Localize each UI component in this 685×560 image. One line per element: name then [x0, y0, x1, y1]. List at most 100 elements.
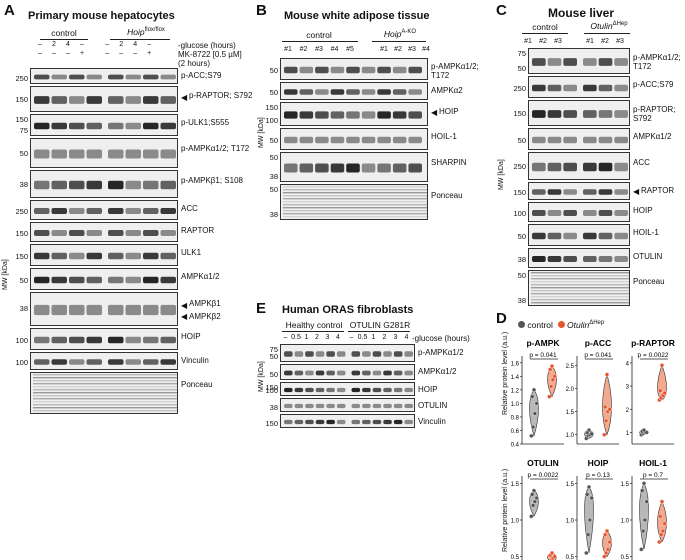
band	[143, 252, 159, 260]
band	[393, 387, 403, 393]
ponceau-stripe	[283, 186, 427, 188]
panel-letter-e: E	[256, 300, 267, 317]
band	[125, 304, 141, 316]
band	[392, 163, 407, 173]
band	[143, 122, 159, 130]
blot-panelB-5-mw-1: 38	[269, 210, 278, 219]
ponceau-stripe	[283, 204, 427, 206]
blot-panelA-8-label: AMPKα1/2	[181, 272, 220, 282]
band	[51, 276, 67, 284]
panel-letter-a: A	[4, 2, 15, 19]
violin-3-ticklabel-1: 1.0	[511, 519, 520, 525]
blot-panelC-8-mw-0: 38	[517, 255, 526, 264]
panel-b-lane-5: #1	[380, 46, 388, 53]
blot-panelB-3	[280, 128, 428, 150]
band	[583, 210, 597, 216]
violin-0-pvalue: p = 0.041	[529, 352, 557, 359]
panel-a-group-hoip-name: Hoip	[127, 27, 145, 37]
blot-panelC-3-mw-0: 50	[517, 135, 526, 145]
band	[614, 256, 628, 262]
band	[346, 136, 360, 144]
blot-panelC-3	[528, 128, 630, 150]
band	[284, 370, 293, 376]
violin-5-series-0-point-2	[642, 517, 648, 523]
band	[563, 189, 577, 195]
violin-0-series-0-point-5	[531, 387, 537, 393]
panel-e-group-otulin: OTULIN G281R	[349, 320, 411, 330]
panel-e-lane-2: 1	[304, 334, 309, 341]
ponceau-stripe	[33, 377, 177, 379]
violin-2-series-1-point-5	[659, 363, 665, 368]
violin-3-series-0-point-5	[531, 488, 537, 493]
band	[34, 74, 50, 80]
band	[351, 403, 361, 409]
blot-panelA-4-label: p-AMPKβ1; S108	[181, 175, 243, 185]
band	[34, 122, 50, 130]
panel-c-lane-5: #3	[616, 38, 624, 45]
band	[34, 230, 50, 236]
band	[614, 84, 628, 92]
band	[160, 74, 176, 80]
band	[330, 136, 345, 144]
violin-5-series-0-point-3	[644, 499, 649, 504]
violin-4-ticklabel-1: 1.0	[566, 519, 575, 525]
band	[69, 96, 85, 104]
band	[408, 163, 422, 173]
violin-3-title: OTULIN	[527, 458, 559, 468]
band	[125, 252, 141, 260]
blot-bands	[34, 230, 176, 236]
violin-1-series-1-point-0	[602, 432, 607, 437]
band	[160, 359, 176, 365]
panel-b-group-hoip-sup: A-KO	[401, 29, 417, 36]
blot-panelC-7-label: HOIL-1	[633, 228, 659, 238]
band	[284, 387, 293, 393]
panel-a-cond1-lane-5: 2	[119, 41, 124, 48]
violin-1-ticklabel-1: 1.5	[566, 410, 575, 416]
blot-panelA-6-mw-0: 150	[15, 229, 28, 238]
band	[346, 163, 360, 173]
band	[598, 110, 613, 118]
blot-bands	[34, 336, 176, 344]
blot-panelE-2-label: HOIP	[418, 384, 438, 394]
panel-b-lane-7: #3	[408, 46, 416, 53]
violin-5-ticklabel-0: 0.5	[621, 555, 630, 560]
panel-a-cond1-lane-0: –	[38, 41, 42, 48]
violin-4-series-0-point-1	[585, 532, 591, 537]
panel-a-cond1-lane-7: –	[147, 41, 152, 48]
blot-panelB-2-label: HOIP	[439, 106, 459, 116]
band	[143, 336, 159, 344]
violin-2-ticklabel-0: 1	[626, 431, 630, 437]
band	[326, 419, 335, 425]
ponceau-stripe	[283, 189, 427, 191]
violin-3-series-0-point-2	[532, 499, 538, 504]
panel-c-title: Mouse liver	[548, 6, 615, 20]
band	[361, 163, 376, 173]
blot-panelE-0-mw-0: 75	[269, 345, 278, 354]
band	[532, 256, 546, 262]
band	[34, 180, 50, 190]
band	[86, 336, 102, 344]
panel-e-lane-8: 1	[371, 334, 376, 341]
blot-bands	[284, 66, 422, 74]
band	[351, 419, 361, 425]
band	[532, 84, 546, 92]
band	[125, 149, 141, 159]
band	[294, 351, 304, 357]
blot-panelA-7-label: ULK1	[181, 248, 202, 258]
band	[86, 359, 102, 365]
band	[362, 419, 371, 425]
legend-otulin-marker	[557, 321, 565, 328]
band	[404, 351, 413, 357]
blot-panelA-9-arrow: ◀	[181, 300, 188, 310]
blot-panelC-6-label: HOIP	[633, 206, 653, 215]
band	[160, 149, 176, 159]
blot-panelA-12	[30, 372, 178, 414]
band	[404, 370, 413, 376]
band	[362, 403, 371, 409]
band	[326, 351, 335, 357]
violin-0-series-0-point-3	[534, 401, 539, 406]
violin-5-pvalue: p = 0.7	[643, 472, 663, 479]
panel-c-lane-1: #2	[539, 38, 547, 45]
blot-panelA-1	[30, 86, 178, 112]
panel-a-group-control: control	[51, 28, 77, 38]
